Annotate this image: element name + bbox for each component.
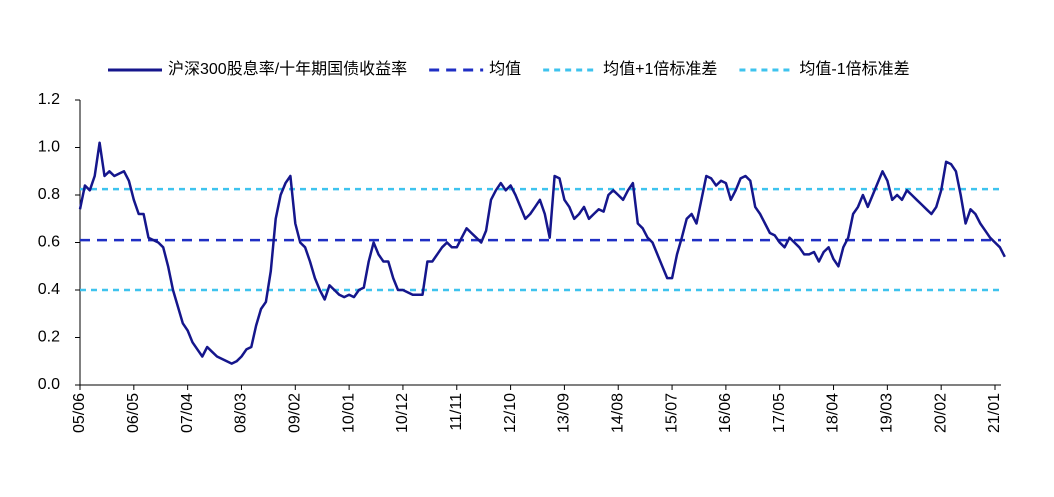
x-tick-label: 05/06 <box>71 393 88 433</box>
y-tick-label: 0.4 <box>38 281 60 298</box>
x-tick-label: 07/04 <box>179 393 196 433</box>
x-tick-label: 10/01 <box>340 393 357 433</box>
series-line <box>78 141 1006 365</box>
x-tick-label: 21/01 <box>986 393 1003 433</box>
y-tick-label: 0.6 <box>38 234 60 251</box>
y-tick-label: 0.8 <box>38 186 60 203</box>
x-tick-label: 09/02 <box>287 393 304 433</box>
x-tick-label: 10/12 <box>394 393 411 433</box>
x-tick-label: 14/08 <box>609 393 626 433</box>
x-tick-label: 06/05 <box>125 393 142 433</box>
x-tick-label: 15/07 <box>663 393 680 433</box>
x-tick-label: 12/10 <box>502 393 519 433</box>
x-tick-label: 19/03 <box>879 393 896 433</box>
x-tick-label: 13/09 <box>556 393 573 433</box>
legend-label: 均值 <box>489 60 521 78</box>
y-tick-label: 1.0 <box>38 139 60 156</box>
legend-label: 沪深300股息率/十年期国债收益率 <box>168 60 407 78</box>
legend-label: 均值-1倍标准差 <box>799 60 909 78</box>
x-tick-label: 11/11 <box>448 393 465 431</box>
legend-label: 均值+1倍标准差 <box>603 60 717 78</box>
x-tick-label: 17/05 <box>771 393 788 433</box>
x-tick-label: 20/02 <box>932 393 949 433</box>
y-tick-label: 1.2 <box>38 91 60 108</box>
y-tick-label: 0.2 <box>38 329 60 346</box>
x-tick-label: 16/06 <box>717 393 734 433</box>
x-tick-label: 08/03 <box>233 393 250 433</box>
x-tick-label: 18/04 <box>825 393 842 433</box>
y-tick-label: 0.0 <box>38 376 60 393</box>
